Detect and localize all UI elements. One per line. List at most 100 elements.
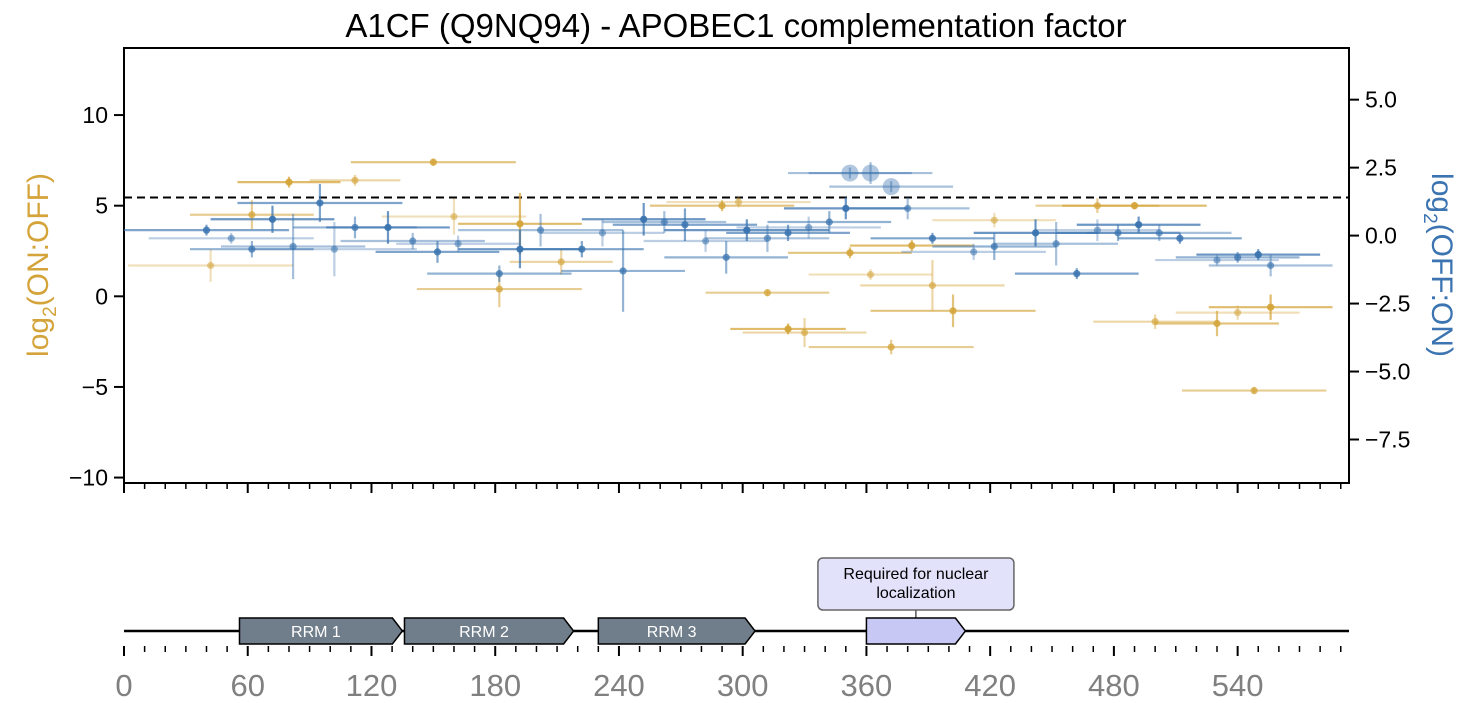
data-point [970,248,978,256]
data-point [316,199,324,207]
plot-frame [123,47,1350,484]
data-point [1135,221,1143,229]
data-point [202,226,211,234]
data-point [722,253,730,261]
y-tick-label-right: 2.5 [1365,155,1397,181]
callout-text: Required for nuclear [843,566,989,583]
data-point [598,229,607,237]
data-point [887,343,895,351]
data-point [1213,256,1221,264]
y-axis-right-ticks: 5.0 2.5 0.0 −2.5 −5.0 −7.5 [1349,87,1410,453]
data-point [429,158,437,166]
data-point [248,211,256,219]
data-point [681,221,689,229]
data-point [928,281,937,290]
data-point [1151,318,1159,326]
data-point [433,248,442,256]
x-axis-bottom-ticks: 0 60 120 180 240 300 360 420 480 540 [115,646,1342,703]
data-point [409,237,417,245]
x-tick-label: 60 [230,668,264,703]
x-tick-label: 0 [115,668,132,703]
data-point [842,204,850,213]
data-point [384,223,392,232]
domain-block [865,617,967,645]
data-point [1093,202,1102,210]
data-point [846,249,854,257]
data-point [841,164,859,182]
data-point [763,289,772,297]
data-point [784,325,792,333]
data-point [784,229,792,237]
y-tick-label-right: −5.0 [1365,359,1410,385]
data-point [763,234,772,242]
y-tick-label-right: 5.0 [1365,87,1397,113]
data-point [351,176,359,184]
domain-block [403,617,575,645]
x-tick-label: 180 [469,668,521,703]
data-point [990,216,998,224]
data-point [866,270,875,279]
data-point [578,245,586,253]
data-point [1176,234,1184,242]
data-point [904,204,912,213]
data-point [1234,253,1242,261]
data-point [734,198,743,206]
data-point [1267,303,1275,311]
data-point [454,240,462,248]
data-point [640,215,648,223]
y-axis-label-left-rest: (ON:OFF) [22,173,55,306]
data-point [908,241,916,250]
y-axis-label-right: log2(OFF:ON) [1419,173,1458,357]
y-axis-label-left-base: log [22,317,55,357]
data-point [248,245,256,253]
y-tick-label-right: −2.5 [1365,291,1410,317]
data-point [330,245,338,253]
error-bars [124,158,1333,395]
data-point [805,223,813,232]
data-point [718,202,726,210]
data-point [660,218,668,226]
domain-label: RRM 2 [459,624,509,641]
data-point [1114,229,1122,237]
x-tick-label: 360 [841,668,893,703]
y-axis-label-right-rest: (OFF:ON) [1425,224,1458,357]
data-point [1052,240,1060,248]
data-point [351,223,359,232]
data-point [285,178,293,186]
data-point [516,220,524,228]
data-point [268,215,277,223]
data-points [202,158,1275,395]
y-tick-label-left: 0 [95,283,108,309]
data-point [882,178,900,196]
data-point [557,258,565,266]
data-point [495,285,503,293]
data-point [1254,251,1262,259]
data-point [928,234,937,242]
domain-block [238,617,404,645]
domain-diagram: RRM 1 RRM 2 RRM 3 [238,617,967,645]
data-point [207,261,215,270]
x-tick-label: 480 [1088,668,1140,703]
data-point [1093,226,1102,234]
y-tick-label-right: −7.5 [1365,427,1410,453]
data-point [949,307,957,315]
data-point [450,212,458,221]
data-point [1130,202,1139,210]
data-point [1031,229,1040,237]
data-point [536,226,545,234]
y-axis-label-right-sub: 2 [1419,213,1440,224]
x-tick-label: 300 [717,668,769,703]
data-point [1155,229,1163,237]
y-axis-label-right-base: log [1425,173,1458,213]
data-point [800,328,809,337]
data-point [990,242,998,251]
callout-box [817,557,1015,611]
data-point [516,245,524,253]
y-tick-label-right: 0.0 [1365,223,1397,249]
data-point [227,234,235,242]
domain-label: RRM 1 [291,624,341,641]
y-tick-label-left: 5 [95,193,108,219]
data-point [495,270,503,278]
domain-label: RRM 3 [647,624,697,641]
